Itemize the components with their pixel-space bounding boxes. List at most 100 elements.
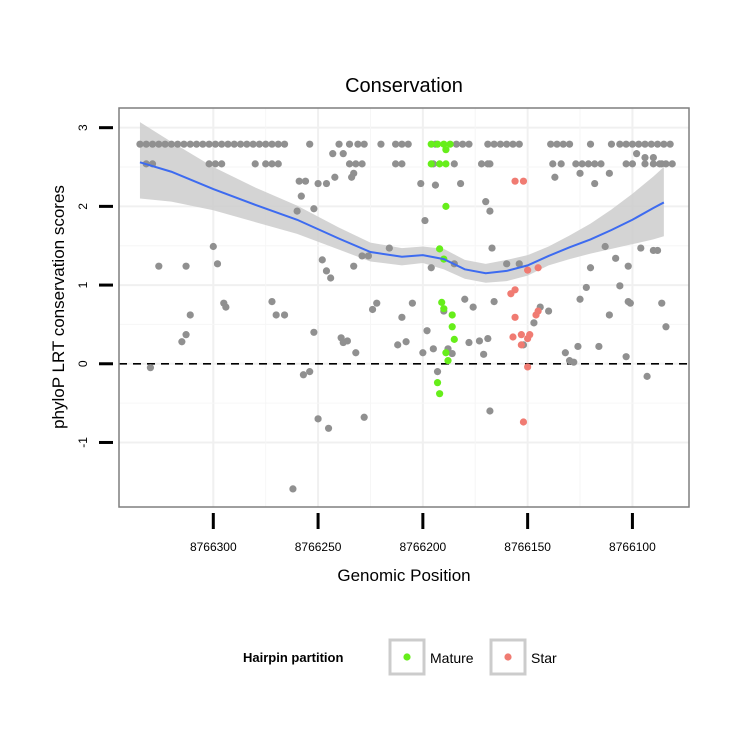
data-point-other: [660, 140, 668, 148]
data-point-other: [622, 353, 630, 361]
data-point-other: [549, 160, 557, 168]
data-point-other: [392, 160, 400, 168]
data-point-other: [653, 140, 662, 148]
data-point-other: [161, 140, 169, 148]
data-point-other: [419, 349, 427, 357]
data-point-other: [637, 244, 645, 252]
data-point-other: [293, 207, 301, 215]
data-point-other: [605, 311, 613, 319]
data-point-other: [352, 160, 360, 168]
data-point-other: [178, 338, 186, 346]
data-point-other: [433, 368, 442, 376]
data-point-other: [482, 198, 490, 206]
data-point-other: [544, 307, 553, 315]
data-point-mature: [440, 140, 448, 148]
data-point-other: [616, 282, 624, 290]
data-point-other: [274, 140, 282, 148]
data-point-other: [268, 160, 276, 168]
data-point-other: [404, 140, 412, 148]
data-point-other: [398, 140, 406, 148]
data-point-other: [218, 140, 226, 148]
data-point-other: [515, 140, 523, 148]
data-point-mature: [442, 202, 450, 210]
data-point-other: [301, 177, 310, 185]
data-point-other: [582, 283, 590, 292]
data-point-other: [591, 179, 599, 188]
y-tick-label: 3: [76, 124, 90, 131]
data-point-other: [205, 160, 213, 168]
x-axis: 8766300 8766250 8766200 8766150 8766100: [190, 513, 656, 554]
data-point-other: [469, 303, 477, 311]
data-point-other: [628, 140, 637, 148]
data-point-other: [262, 140, 270, 148]
data-point-other: [612, 254, 620, 262]
data-point-other: [155, 140, 163, 148]
y-tick-label: 1: [76, 281, 90, 288]
data-point-other: [641, 140, 649, 148]
data-point-other: [616, 140, 624, 148]
data-point-other: [547, 140, 555, 148]
data-point-other: [465, 338, 473, 347]
data-point-other: [509, 140, 517, 148]
data-point-star: [534, 307, 542, 315]
data-point-other: [343, 337, 352, 345]
data-point-other: [205, 140, 213, 148]
data-point-other: [503, 140, 511, 148]
data-point-mature: [442, 146, 450, 154]
data-point-other: [348, 173, 356, 181]
data-point-other: [658, 299, 666, 307]
data-point-other: [280, 311, 289, 319]
data-point-mature: [450, 335, 458, 343]
x-tick-label: 8766100: [609, 540, 656, 554]
data-point-star: [534, 264, 542, 272]
data-point-other: [427, 264, 435, 272]
data-point-other: [486, 160, 494, 168]
data-point-other: [297, 192, 305, 200]
data-point-other: [477, 160, 486, 168]
data-point-other: [310, 205, 318, 213]
data-point-other: [148, 140, 157, 148]
data-point-other: [186, 140, 194, 148]
data-point-other: [182, 331, 190, 339]
data-point-other: [591, 160, 599, 168]
data-point-other: [484, 140, 492, 148]
data-point-other: [626, 299, 634, 307]
data-point-other: [318, 256, 326, 264]
data-point-other: [641, 160, 649, 168]
confidence-ribbon-layer: [139, 122, 664, 283]
data-point-other: [136, 140, 144, 148]
data-point-other: [490, 140, 498, 148]
data-point-other: [268, 297, 276, 306]
data-point-other: [607, 140, 616, 148]
data-point-other: [635, 140, 643, 148]
data-point-other: [622, 140, 630, 148]
data-point-other: [272, 311, 280, 319]
data-point-other: [551, 173, 559, 181]
data-point-star: [511, 177, 519, 185]
data-point-other: [155, 262, 163, 270]
data-point-star: [519, 418, 528, 426]
data-point-other: [213, 260, 222, 268]
data-point-other: [192, 140, 201, 148]
data-point-other: [465, 140, 473, 148]
data-point-other: [515, 260, 523, 268]
data-point-other: [268, 140, 276, 148]
points-layer: [136, 140, 676, 493]
data-point-other: [180, 140, 188, 148]
data-point-other: [322, 267, 331, 275]
data-point-other: [306, 368, 314, 376]
data-point-other: [167, 140, 175, 148]
data-point-other: [335, 140, 343, 148]
y-axis-title: phyloP LRT conservation scores: [49, 185, 68, 429]
data-point-other: [295, 177, 303, 185]
confidence-ribbon: [139, 122, 664, 283]
data-point-star: [519, 177, 528, 185]
data-point-star: [526, 331, 534, 339]
smooth-line-layer: [139, 161, 665, 275]
y-axis: -1 0 1 2 3: [76, 124, 113, 448]
y-tick-label: 2: [76, 203, 90, 210]
data-point-other: [209, 242, 217, 251]
data-point-other: [484, 334, 492, 343]
data-point-other: [364, 252, 372, 260]
data-point-other: [350, 262, 358, 270]
